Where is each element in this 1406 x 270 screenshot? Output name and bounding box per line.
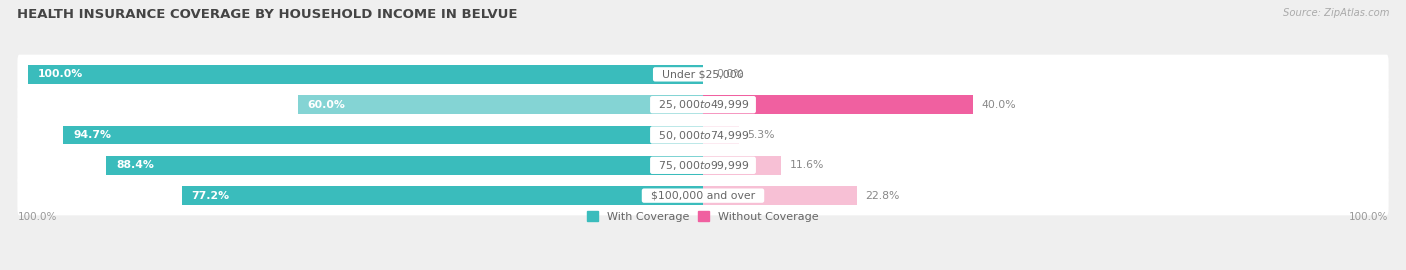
Text: 100.0%: 100.0% [17,212,56,222]
Text: 60.0%: 60.0% [308,100,346,110]
Text: 88.4%: 88.4% [117,160,153,170]
Text: $100,000 and over: $100,000 and over [644,191,762,201]
Text: 11.6%: 11.6% [789,160,824,170]
Bar [703,126,738,144]
Text: 0.0%: 0.0% [717,69,744,79]
Legend: With Coverage, Without Coverage: With Coverage, Without Coverage [582,207,824,226]
Text: 94.7%: 94.7% [73,130,111,140]
Bar [703,156,782,175]
Text: Under $25,000: Under $25,000 [655,69,751,79]
Text: 100.0%: 100.0% [38,69,83,79]
Text: 5.3%: 5.3% [747,130,775,140]
Bar [105,156,703,175]
Text: $50,000 to $74,999: $50,000 to $74,999 [652,129,754,141]
Text: 77.2%: 77.2% [191,191,229,201]
Text: 40.0%: 40.0% [981,100,1017,110]
Bar [181,186,703,205]
Text: $75,000 to $99,999: $75,000 to $99,999 [652,159,754,172]
Bar [298,95,703,114]
Bar [28,65,703,84]
Bar [63,126,703,144]
FancyBboxPatch shape [17,176,1389,215]
Text: 100.0%: 100.0% [1350,212,1389,222]
FancyBboxPatch shape [17,85,1389,124]
Text: Source: ZipAtlas.com: Source: ZipAtlas.com [1282,8,1389,18]
Bar [703,186,858,205]
FancyBboxPatch shape [17,55,1389,94]
Bar [703,95,973,114]
Text: HEALTH INSURANCE COVERAGE BY HOUSEHOLD INCOME IN BELVUE: HEALTH INSURANCE COVERAGE BY HOUSEHOLD I… [17,8,517,21]
Text: $25,000 to $49,999: $25,000 to $49,999 [652,98,754,111]
FancyBboxPatch shape [17,115,1389,155]
FancyBboxPatch shape [17,146,1389,185]
Text: 22.8%: 22.8% [865,191,900,201]
